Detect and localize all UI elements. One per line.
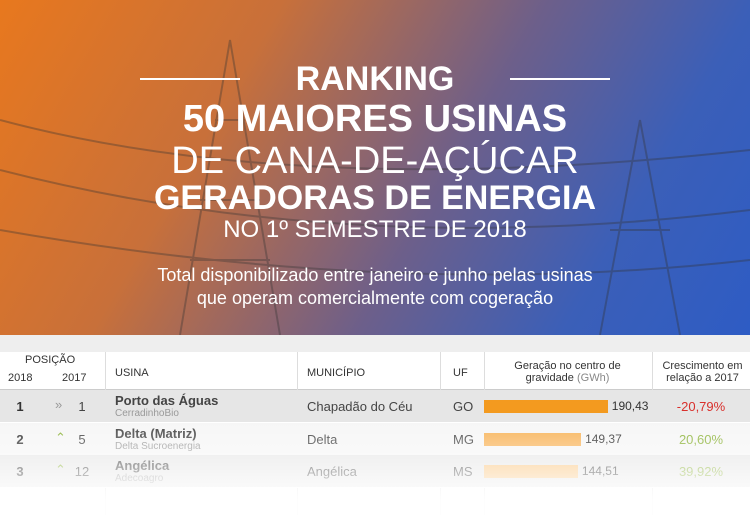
col-header: Crescimento em relação a 2017 xyxy=(662,360,743,384)
title-line: NO 1º SEMESTRE DE 2018 xyxy=(223,216,527,243)
rule xyxy=(140,78,240,80)
subtitle: Total disponibilizado entre janeiro e ju… xyxy=(157,265,593,308)
header-background: RANKING 50 MAIORES USINAS DE CANA-DE-AÇÚ… xyxy=(0,0,750,335)
generation-bar xyxy=(484,400,608,413)
state: GO xyxy=(453,399,474,414)
title-line: GERADORAS DE ENERGIA xyxy=(153,179,597,217)
rank-2017: 1 xyxy=(78,399,86,414)
col-header: 2017 xyxy=(62,372,87,384)
col-header: Geração no centro de gravidade (GWh) xyxy=(505,360,630,384)
fade xyxy=(0,420,750,515)
col-header: POSIÇÃO xyxy=(25,354,76,366)
plant-name: Porto das Águas xyxy=(115,393,219,408)
generation-label: 190,43 xyxy=(611,399,649,413)
company: CerradinhoBio xyxy=(115,408,179,419)
rule xyxy=(510,78,610,80)
table-top xyxy=(0,335,750,352)
city: Chapadão do Céu xyxy=(307,399,413,414)
col-header: UF xyxy=(453,367,468,379)
rank-2018: 1 xyxy=(16,399,24,414)
title-line: RANKING xyxy=(295,60,455,98)
col-header: Geração no centro de gravidade xyxy=(514,360,621,384)
title-line: DE CANA-DE-AÇÚCAR xyxy=(171,140,579,182)
table-row: 1 » 1 Porto das Águas CerradinhoBio Chapadão … xyxy=(0,390,750,423)
title-line: 50 MAIORES USINAS xyxy=(182,98,568,140)
col-header: MUNICÍPIO xyxy=(307,367,366,379)
unit: (GWh) xyxy=(577,372,610,384)
header-rule xyxy=(0,389,750,390)
rank-change-icon: » xyxy=(55,397,63,412)
tower-lines xyxy=(0,39,750,335)
growth: -20,79% xyxy=(676,399,726,414)
col-header: 2018 xyxy=(8,372,33,384)
col-header: USINA xyxy=(115,367,149,379)
